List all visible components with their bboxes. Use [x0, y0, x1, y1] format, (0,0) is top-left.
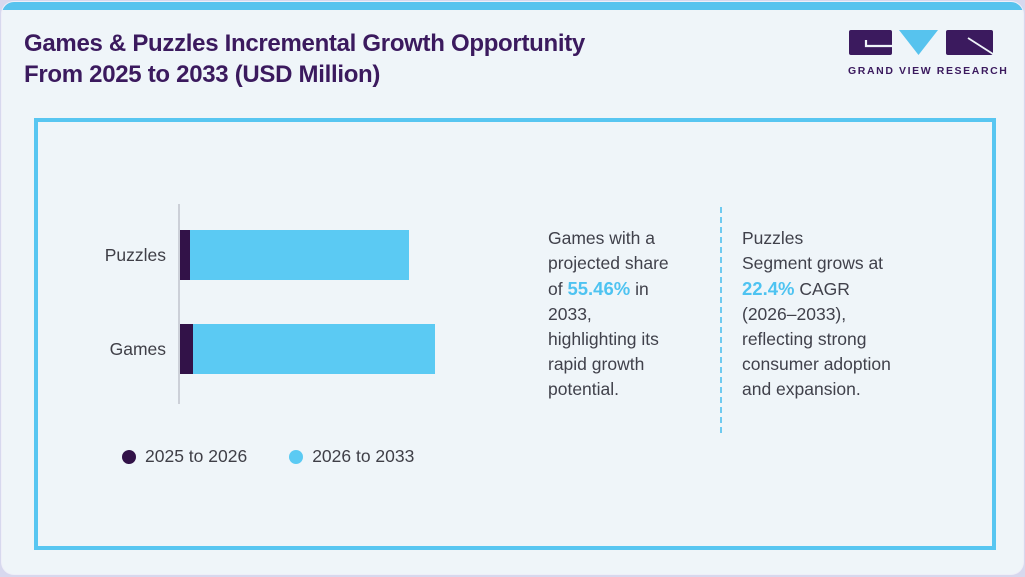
- highlight-value: 22.4%: [742, 278, 795, 299]
- insight-line: Games with a: [548, 228, 655, 248]
- bar-segment-2026-2033: [192, 324, 435, 374]
- insight-line: consumer adoption: [742, 354, 891, 374]
- insight-line: 22.4% CAGR: [742, 276, 942, 302]
- y-axis-line: [178, 204, 180, 404]
- insight-line: and expansion.: [742, 379, 861, 399]
- bar-segment-2025-2026: [180, 230, 191, 280]
- legend-label: 2025 to 2026: [145, 446, 248, 466]
- insight-text: in: [630, 279, 649, 299]
- brand-name: GRAND VIEW RESEARCH: [848, 65, 1009, 77]
- insight-text: CAGR: [794, 279, 850, 299]
- insight-line: Puzzles: [742, 228, 804, 248]
- brand-logo: GRAND VIEW RESEARCH: [848, 29, 1009, 77]
- legend: 2025 to 2026 2026 to 2033: [122, 446, 414, 467]
- page-title-line1: Games & Puzzles Incremental Growth Oppor…: [24, 30, 585, 57]
- top-accent-strip: [2, 2, 1023, 10]
- bar-label-games: Games: [109, 339, 166, 359]
- insight-divider: [720, 207, 722, 433]
- insight-line: potential.: [548, 379, 620, 399]
- logo-g-cut-icon: [864, 40, 892, 48]
- legend-dot-icon: [122, 449, 136, 464]
- highlight-value: 55.46%: [567, 278, 631, 299]
- bar-segment-2025-2026: [180, 324, 193, 374]
- insight-line: projected share: [548, 253, 669, 273]
- insight-line: highlighting its: [548, 329, 659, 349]
- insight-line: Segment grows at: [742, 253, 884, 273]
- bar-segment-2026-2033: [190, 230, 410, 280]
- chart-panel: Puzzles Games 2025 to 2026 2026 to 2033 …: [34, 118, 996, 550]
- legend-dot-icon: [289, 449, 304, 464]
- insight-line: reflecting strong: [742, 329, 867, 349]
- insight-text: of: [548, 279, 568, 299]
- page-title-line2: From 2025 to 2033 (USD Million): [24, 61, 381, 88]
- bar-label-puzzles: Puzzles: [104, 245, 166, 265]
- insight-line: rapid growth: [548, 354, 645, 374]
- logo-r-cut-icon: [967, 37, 994, 55]
- gvr-logo-icon: [849, 30, 994, 55]
- logo-v-triangle-icon: [899, 30, 938, 55]
- insight-games: Games with a projected share of 55.46% i…: [548, 226, 716, 402]
- insight-line: of 55.46% in: [548, 276, 716, 302]
- page-title: Games & Puzzles Incremental Growth Oppor…: [24, 28, 585, 90]
- bar-row-games: [180, 324, 435, 374]
- logo-g-block-icon: [849, 30, 892, 55]
- bar-row-puzzles: [180, 230, 410, 280]
- legend-label: 2026 to 2033: [312, 446, 415, 466]
- insight-puzzles: Puzzles Segment grows at 22.4% CAGR (202…: [742, 226, 942, 402]
- logo-r-block-icon: [946, 30, 993, 55]
- insight-line: (2026–2033),: [742, 304, 847, 324]
- legend-item-2026-2033: 2026 to 2033: [289, 446, 414, 467]
- legend-item-2025-2026: 2025 to 2026: [122, 446, 247, 467]
- insight-line: 2033,: [548, 304, 592, 324]
